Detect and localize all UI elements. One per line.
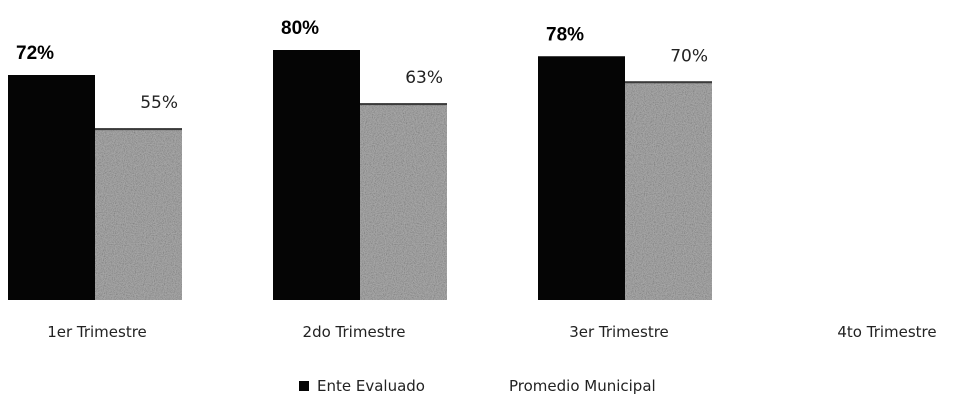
bars-layer xyxy=(8,50,712,300)
bar-top-edge-1er-trimestre xyxy=(95,128,182,131)
bar-promedio-municipal-3er-trimestre xyxy=(625,81,712,300)
value-label-promedio-municipal-1er-trimestre: 55% xyxy=(140,93,178,113)
bar-ente-evaluado-2do-trimestre xyxy=(273,50,360,300)
category-labels-layer: 1er Trimestre 2do Trimestre 3er Trimestre 4… xyxy=(47,323,936,341)
category-label-1er-trimestre: 1er Trimestre xyxy=(47,323,147,341)
value-label-promedio-municipal-2do-trimestre: 63% xyxy=(405,68,443,88)
legend-label-promedio-municipal: Promedio Municipal xyxy=(509,377,656,395)
bar-promedio-municipal-2do-trimestre xyxy=(360,103,447,300)
bar-top-edge-3er-trimestre xyxy=(625,81,712,84)
value-label-ente-evaluado-2do-trimestre: 80% xyxy=(281,18,319,39)
category-label-4to-trimestre: 4to Trimestre xyxy=(837,323,936,341)
legend: Ente Evaluado Promedio Municipal xyxy=(299,377,656,395)
category-label-3er-trimestre: 3er Trimestre xyxy=(569,323,669,341)
bar-ente-evaluado-1er-trimestre xyxy=(8,75,95,300)
legend-swatch-ente-evaluado xyxy=(299,381,309,391)
bar-promedio-municipal-1er-trimestre xyxy=(95,128,182,300)
value-labels-layer: 72% 55% 80% 63% 78% 70% xyxy=(16,18,708,113)
category-label-2do-trimestre: 2do Trimestre xyxy=(303,323,406,341)
value-label-ente-evaluado-3er-trimestre: 78% xyxy=(546,24,584,45)
bar-top-edge-2do-trimestre xyxy=(360,103,447,106)
legend-label-ente-evaluado: Ente Evaluado xyxy=(317,377,425,395)
value-label-ente-evaluado-1er-trimestre: 72% xyxy=(16,43,54,64)
bar-ente-evaluado-3er-trimestre xyxy=(538,56,625,300)
value-label-promedio-municipal-3er-trimestre: 70% xyxy=(670,46,708,66)
